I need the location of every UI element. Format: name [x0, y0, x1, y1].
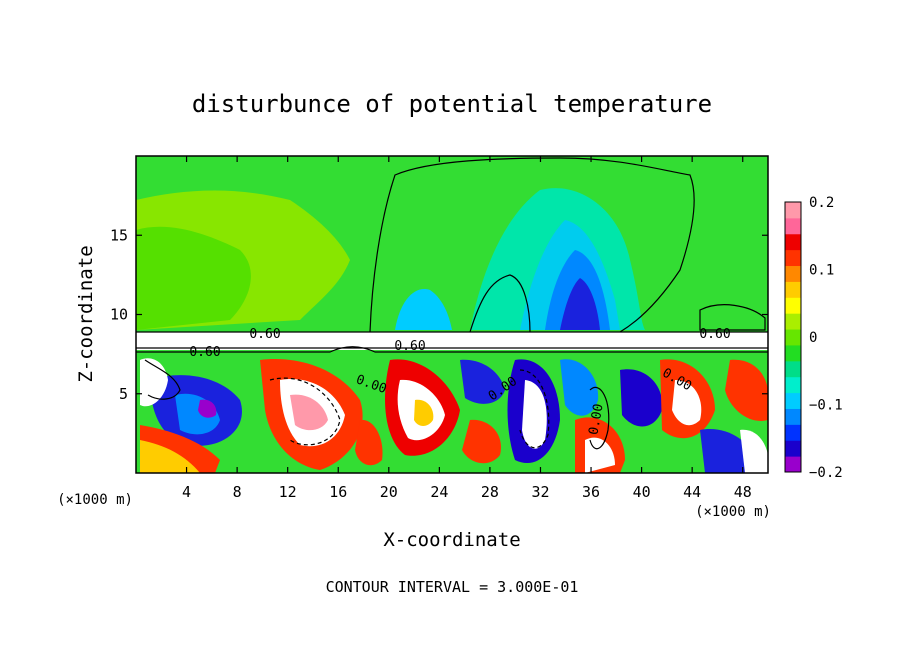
colorbar-swatch [785, 265, 801, 282]
colorbar-swatch [785, 360, 801, 378]
colorbar-swatch [785, 313, 801, 330]
contour-label: 0.60 [249, 327, 280, 342]
colorbar-swatch [785, 408, 801, 425]
x-tick-label: 48 [734, 483, 752, 501]
colorbar-tick-label: −0.2 [809, 465, 843, 481]
x-tick-label: 20 [380, 483, 398, 501]
x-tick-label: 24 [430, 483, 448, 501]
x-tick-label: 12 [279, 483, 297, 501]
colorbar-swatch [785, 440, 801, 457]
y-axis: 5 10 15 [110, 226, 768, 403]
x-tick-label: 8 [233, 483, 242, 501]
colorbar-tick-label: −0.1 [809, 398, 843, 414]
colorbar: 0.2 0.1 0 −0.1 −0.2 [784, 195, 843, 481]
chart-title: disturbunce of potential temperature [192, 90, 712, 118]
x-unit-label-right: (×1000 m) [695, 504, 771, 520]
x-axis: 4 8 12 16 20 24 28 32 36 40 44 48 [182, 156, 752, 501]
colorbar-swatch [785, 424, 801, 441]
colorbar-tick-label: 0 [809, 330, 817, 346]
y-tick-label: 15 [110, 226, 128, 244]
colorbar-swatch [785, 249, 801, 267]
upper-light-green-region [136, 226, 251, 330]
x-tick-label: 16 [329, 483, 347, 501]
colorbar-swatch [785, 297, 801, 314]
x-tick-label: 44 [683, 483, 701, 501]
plot-area: 0.60 0.60 0.60 0.60 0.00 0.00 0.00 0.00 [135, 155, 769, 474]
x-axis-title: X-coordinate [383, 529, 520, 551]
colorbar-swatch [785, 202, 801, 219]
x-tick-label: 36 [582, 483, 600, 501]
colorbar-swatch [785, 281, 801, 298]
interface-band [136, 332, 768, 350]
cold-plume-core [560, 278, 600, 330]
contour-label: 0.60 [699, 327, 730, 342]
colorbar-tick-label: 0.2 [809, 195, 834, 211]
x-tick-label: 28 [481, 483, 499, 501]
contour-lines [136, 157, 768, 450]
contour-label: 0.60 [189, 345, 220, 360]
y-axis-title: Z-coordinate [75, 245, 97, 382]
x-tick-label: 40 [633, 483, 651, 501]
lower-eddies [140, 358, 768, 473]
x-tick-label: 4 [182, 483, 191, 501]
colorbar-frame [784, 201, 802, 473]
colorbar-swatch [785, 344, 801, 362]
x-unit-label-left: (×1000 m) [57, 492, 133, 508]
colorbar-tick-label: 0.1 [809, 263, 834, 279]
colorbar-swatch [785, 456, 801, 473]
left-cold-patch [395, 289, 452, 330]
y-tick-label: 5 [119, 385, 128, 403]
contour-interval-note: CONTOUR INTERVAL = 3.000E-01 [326, 578, 579, 596]
colorbar-swatch [785, 217, 801, 235]
x-tick-label: 32 [531, 483, 549, 501]
y-tick-label: 10 [110, 306, 128, 324]
colorbar-swatch [785, 392, 801, 409]
contour-label: 0.00 [586, 403, 606, 436]
contour-label: 0.60 [394, 339, 425, 354]
colorbar-swatch [785, 329, 801, 346]
colorbar-swatch [785, 233, 801, 251]
colorbar-swatch [785, 376, 801, 394]
